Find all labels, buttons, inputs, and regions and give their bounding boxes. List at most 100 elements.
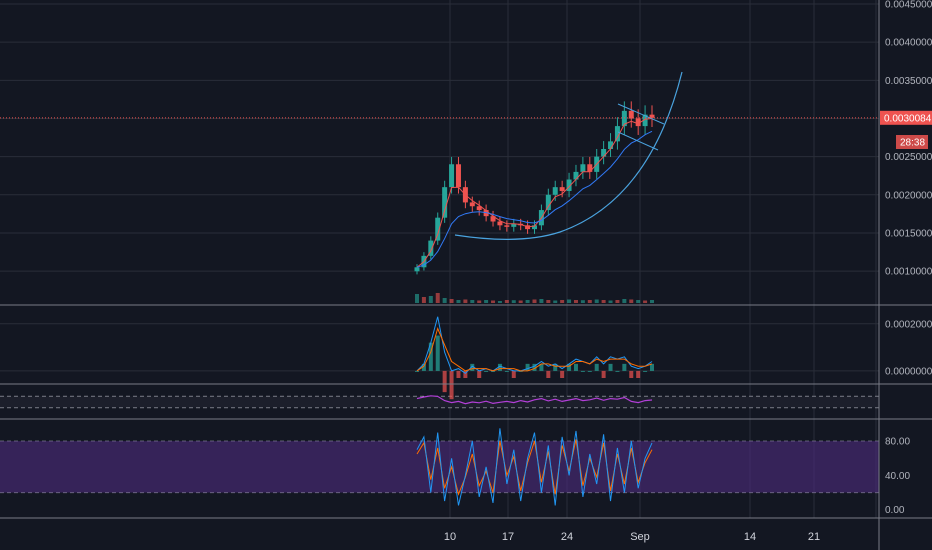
macd-histogram-bar bbox=[573, 363, 578, 371]
macd-histogram-bar bbox=[442, 370, 447, 393]
candle-body bbox=[490, 216, 496, 222]
volume-bar bbox=[546, 300, 551, 303]
candle-body bbox=[580, 164, 586, 172]
macd-tick-label: 0.0002000 bbox=[885, 319, 932, 330]
volume-bar bbox=[525, 300, 530, 303]
rsi-band bbox=[0, 396, 879, 408]
wedge-lower-trendline bbox=[617, 131, 659, 151]
volume-bar bbox=[539, 299, 544, 303]
macd-panel[interactable] bbox=[415, 316, 654, 400]
macd-histogram-bar bbox=[629, 370, 634, 378]
macd-histogram-bar bbox=[587, 370, 592, 372]
stoch-d-line bbox=[416, 439, 653, 496]
macd-histogram-bar bbox=[594, 363, 599, 371]
volume-bar bbox=[470, 300, 475, 303]
price-tick-label: 0.0010000 bbox=[885, 267, 932, 278]
candle-body bbox=[469, 202, 475, 207]
candle-body bbox=[545, 194, 551, 211]
price-tick-label: 0.0015000 bbox=[885, 228, 932, 239]
candle-body bbox=[649, 114, 655, 118]
candle-body bbox=[559, 187, 565, 191]
macd-histogram-bar bbox=[470, 363, 475, 371]
last-price-badge-bg bbox=[880, 110, 932, 125]
volume-bar bbox=[428, 296, 433, 303]
candle-body bbox=[476, 206, 482, 211]
macd-histogram-bar bbox=[415, 370, 419, 372]
macd-histogram-bar bbox=[643, 370, 648, 372]
volume-bar bbox=[435, 293, 440, 303]
candle-body bbox=[608, 141, 614, 149]
price-tick-label: 0.0020000 bbox=[885, 190, 932, 201]
macd-histogram-bar bbox=[421, 363, 426, 371]
candle-body bbox=[587, 164, 593, 172]
candle-body bbox=[435, 217, 441, 241]
price-tick-label: 0.0040000 bbox=[885, 38, 932, 49]
macd-histogram-bar bbox=[636, 370, 641, 378]
macd-histogram-bar bbox=[622, 363, 627, 371]
volume-bar bbox=[553, 300, 558, 303]
volume-bar bbox=[636, 300, 641, 303]
time-tick-label: 14 bbox=[744, 531, 756, 543]
candle-body bbox=[414, 267, 420, 272]
volume-bar bbox=[491, 300, 496, 303]
wedge-upper-trendline bbox=[617, 103, 665, 125]
candle-body bbox=[601, 149, 607, 157]
macd-histogram-bar bbox=[601, 370, 606, 378]
candle-body bbox=[573, 171, 579, 180]
countdown-badge-bg bbox=[896, 135, 928, 149]
macd-histogram-bar bbox=[484, 370, 489, 372]
time-tick-label: 24 bbox=[561, 531, 573, 543]
macd-histogram-bar bbox=[567, 363, 572, 371]
volume-bar bbox=[415, 294, 419, 303]
volume-bar bbox=[518, 300, 523, 303]
volume-bar bbox=[587, 300, 592, 303]
ema-fast-line bbox=[416, 118, 653, 268]
price-panel[interactable] bbox=[0, 71, 879, 303]
volume-bar bbox=[560, 300, 565, 303]
volume-bar bbox=[421, 297, 426, 303]
time-tick-label: 10 bbox=[444, 531, 456, 543]
price-tick-label: 0.0045000 bbox=[885, 0, 932, 11]
time-scale[interactable]: 10 17 24 Sep 14 21 bbox=[444, 531, 820, 543]
stoch-tick-label: 40.00 bbox=[885, 471, 910, 482]
macd-histogram-bar bbox=[449, 370, 454, 400]
macd-histogram-bar bbox=[580, 370, 585, 372]
candle-body bbox=[635, 118, 641, 127]
macd-histogram-bar bbox=[518, 370, 523, 372]
volume-bar bbox=[650, 300, 654, 303]
rsi-panel[interactable] bbox=[416, 395, 653, 405]
last-price-badge: 0.0030084 28:38 bbox=[880, 110, 932, 149]
volume-bar bbox=[580, 300, 585, 303]
macd-histogram-bar bbox=[553, 363, 558, 371]
macd-signal-line bbox=[416, 327, 653, 372]
countdown-timer: 28:38 bbox=[900, 138, 925, 149]
macd-histogram-bar bbox=[504, 370, 509, 372]
time-tick-label: Sep bbox=[630, 531, 650, 543]
price-scale[interactable]: 0.00450000.00400000.00350000.00300000.00… bbox=[885, 0, 932, 516]
candle-body bbox=[442, 187, 448, 218]
candle-body bbox=[449, 164, 455, 188]
macd-histogram-bar bbox=[560, 370, 565, 378]
price-tick-label: 0.0035000 bbox=[885, 76, 932, 87]
macd-histogram-bar bbox=[435, 335, 440, 371]
macd-histogram-bar bbox=[511, 370, 516, 378]
volume-bar bbox=[629, 299, 634, 303]
candle-body bbox=[532, 225, 537, 230]
macd-histogram-bar bbox=[650, 363, 654, 371]
macd-histogram-bar bbox=[539, 363, 544, 371]
volume-bar bbox=[477, 300, 482, 303]
stoch-panel[interactable] bbox=[416, 428, 653, 506]
stoch-tick-label: 0.00 bbox=[885, 505, 905, 516]
candle-body bbox=[552, 187, 558, 195]
macd-histogram-bar bbox=[456, 370, 461, 378]
macd-histogram-bar bbox=[608, 363, 613, 371]
volume-bar bbox=[463, 299, 468, 303]
macd-histogram-bar bbox=[546, 370, 551, 378]
macd-histogram-bar bbox=[477, 370, 482, 378]
ema-slow-line bbox=[416, 130, 653, 268]
volume-bar bbox=[601, 300, 606, 303]
last-price-label: 0.0030084 bbox=[884, 113, 932, 124]
volume-bar bbox=[573, 300, 578, 303]
